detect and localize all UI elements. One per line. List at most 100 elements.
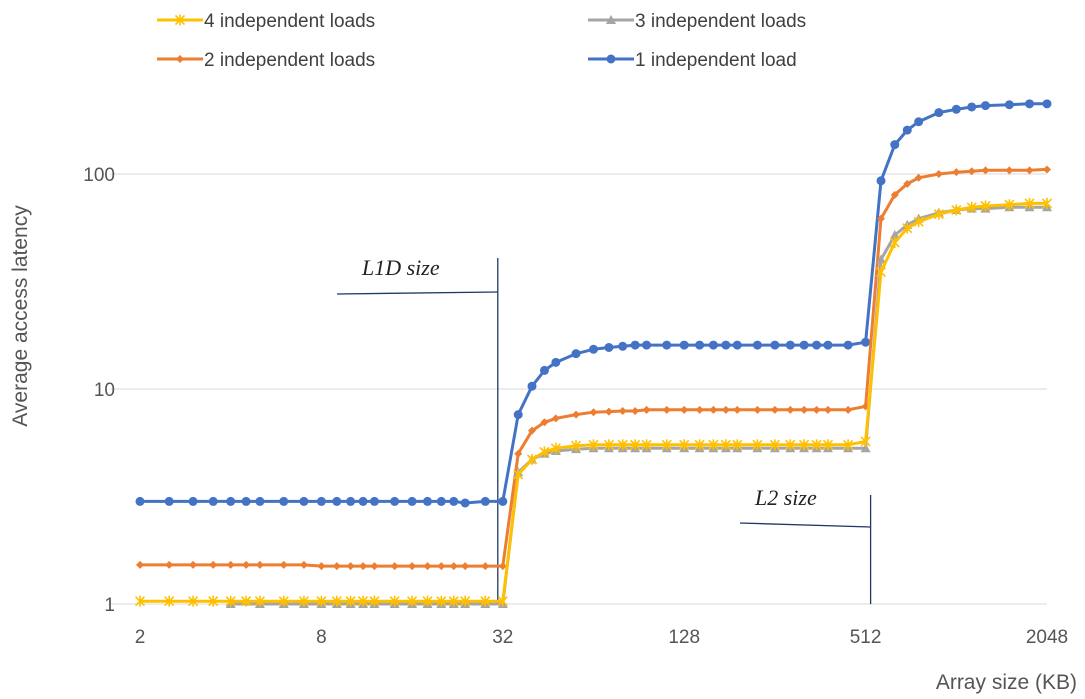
x-tick-label-32: 32 [492, 627, 513, 648]
data-point-1-17 [436, 595, 447, 607]
data-point-3-43 [823, 405, 832, 414]
data-point-4-25 [551, 357, 561, 367]
data-point-4-8 [299, 496, 309, 506]
legend-entry-1: 4 independent loads [157, 11, 375, 32]
data-point-3-22 [514, 449, 523, 458]
data-point-4-46 [876, 176, 886, 186]
x-tick-label-2: 2 [135, 627, 146, 648]
data-point-4-53 [980, 101, 990, 111]
data-point-3-16 [423, 562, 432, 571]
x-axis-title: Array size (KB) [936, 671, 1077, 694]
data-point-4-13 [369, 496, 379, 506]
data-point-4-18 [449, 496, 459, 506]
data-point-4-43 [823, 340, 833, 350]
l2-size-pointer-line [739, 522, 871, 528]
data-point-1-49 [913, 216, 924, 228]
data-point-4-14 [390, 496, 400, 506]
data-point-1-26 [570, 440, 582, 452]
data-point-1-38 [752, 439, 763, 451]
data-point-4-45 [861, 337, 871, 347]
y-tick-label-1: 1 [104, 595, 115, 616]
l1d-size-label: L1D size [361, 255, 440, 280]
series-4 [135, 99, 1052, 508]
legend-label-4: 1 independent load [635, 50, 797, 71]
data-point-4-5 [241, 496, 251, 506]
data-point-3-23 [527, 426, 536, 435]
data-point-1-29 [617, 439, 628, 451]
data-point-3-3 [209, 560, 218, 569]
data-point-1-32 [661, 439, 672, 451]
data-point-4-19 [460, 498, 470, 508]
data-point-4-4 [226, 496, 236, 506]
data-point-1-7 [278, 595, 289, 607]
x-tick-label-128: 128 [668, 627, 700, 648]
data-point-4-11 [346, 496, 356, 506]
data-point-4-36 [721, 340, 731, 350]
data-point-3-27 [589, 408, 598, 417]
data-point-1-0 [134, 595, 146, 607]
data-point-3-18 [449, 562, 458, 571]
data-point-3-24 [540, 418, 549, 427]
data-point-4-6 [255, 496, 265, 506]
data-point-1-6 [254, 595, 265, 607]
data-point-3-2 [189, 560, 198, 569]
data-point-1-47 [889, 237, 900, 249]
data-point-4-48 [902, 125, 912, 135]
data-point-3-29 [618, 407, 627, 416]
data-point-3-33 [680, 405, 689, 414]
data-point-4-32 [662, 340, 672, 350]
y-axis-title: Average access latency [9, 205, 32, 427]
data-point-3-36 [721, 405, 730, 414]
series-group [134, 99, 1053, 608]
data-point-3-44 [844, 405, 853, 414]
legend-entry-3: 2 independent loads [157, 50, 375, 71]
data-point-1-15 [407, 595, 418, 607]
data-point-3-15 [408, 562, 417, 571]
data-point-4-42 [812, 340, 822, 350]
data-point-3-34 [695, 405, 704, 414]
l2-size-label: L2 size [754, 485, 817, 510]
data-point-1-34 [694, 439, 705, 451]
data-point-2-42 [889, 230, 900, 240]
data-point-4-56 [1042, 99, 1052, 109]
data-point-4-51 [951, 104, 961, 114]
data-point-4-22 [513, 410, 523, 420]
data-point-4-20 [480, 496, 490, 506]
data-point-3-21 [498, 562, 507, 571]
data-point-3-56 [1043, 165, 1051, 174]
data-point-4-29 [618, 341, 628, 351]
data-point-4-54 [1004, 100, 1014, 110]
x-tick-label-2048: 2048 [1026, 627, 1068, 648]
legend: 4 independent loads 3 independent loads 2 … [157, 11, 806, 71]
data-point-3-39 [770, 405, 779, 414]
data-point-2-41 [876, 254, 887, 264]
data-point-1-46 [875, 266, 887, 278]
data-point-3-9 [317, 562, 326, 571]
data-point-1-55 [1024, 197, 1035, 209]
data-point-4-16 [423, 496, 433, 506]
x-tick-label-512: 512 [850, 627, 882, 648]
data-point-4-49 [914, 117, 924, 127]
data-point-1-40 [785, 439, 796, 451]
data-point-1-3 [208, 595, 219, 607]
annotations: L1D size L2 size [336, 255, 872, 604]
data-point-3-30 [631, 407, 640, 416]
data-point-1-16 [422, 595, 433, 607]
data-point-3-7 [279, 560, 288, 569]
data-point-1-11 [345, 595, 356, 607]
data-point-1-48 [902, 222, 913, 234]
legend-label-1: 4 independent loads [204, 11, 375, 32]
data-point-1-54 [1004, 199, 1015, 211]
data-point-3-48 [903, 179, 912, 188]
series-2 [225, 202, 1052, 608]
data-point-1-53 [980, 200, 991, 212]
data-point-1-18 [448, 595, 459, 607]
legend-marker-1 [174, 14, 186, 26]
data-point-1-44 [843, 439, 854, 451]
data-point-3-38 [753, 405, 762, 414]
data-point-1-13 [369, 595, 380, 607]
data-point-1-51 [951, 204, 962, 216]
data-point-3-11 [346, 562, 355, 571]
data-point-3-6 [255, 560, 264, 569]
